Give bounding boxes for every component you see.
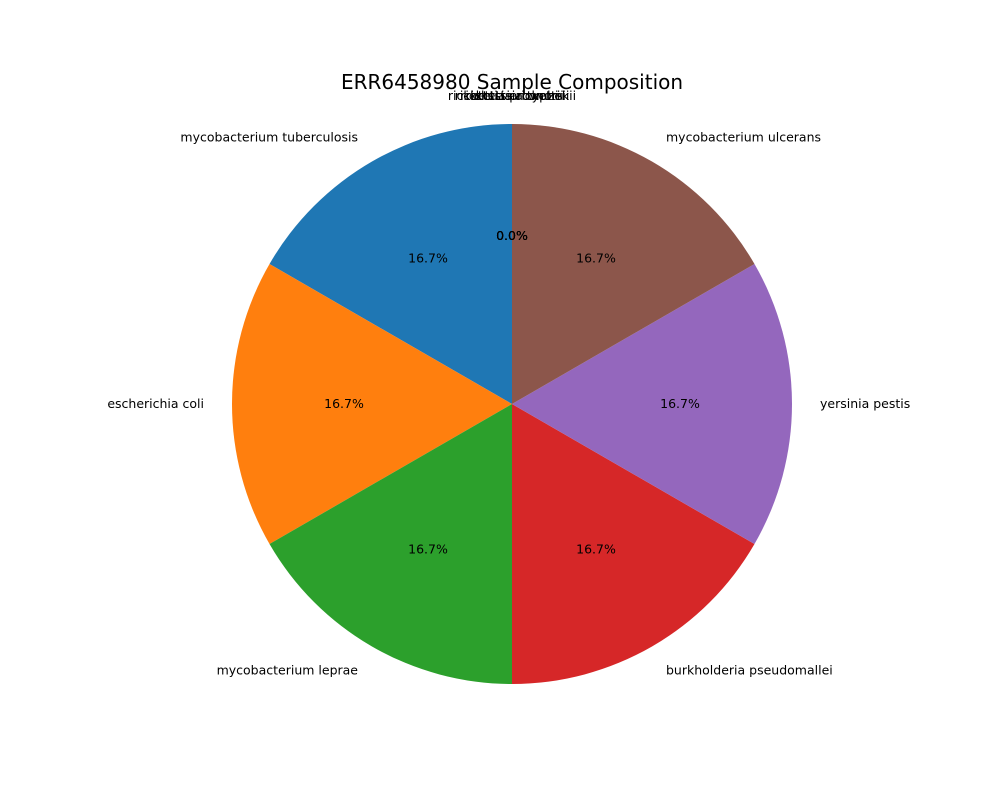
pie-slice-burkholderia-pseudomallei <box>512 404 755 684</box>
percent-label-rickettsia-conorii: 0.0% <box>496 228 528 243</box>
slice-label-rickettsia-prowazekii: rickettsia prowazekii <box>448 88 576 103</box>
pie-slice-mycobacterium-leprae <box>269 404 512 684</box>
pie-slice-escherichia-coli <box>231 264 512 544</box>
slice-label-rickettsia-conorii: rickettsia conorii <box>460 88 564 103</box>
percent-label-burkholderia-pseudomallei: 16.7% <box>576 541 616 556</box>
slice-label-burkholderia-pseudomallei: burkholderia pseudomallei <box>666 663 833 678</box>
percent-label-mycobacterium-ulcerans: 16.7% <box>576 251 616 266</box>
slice-label-mycobacterium-tuberculosis: mycobacterium tuberculosis <box>180 129 358 144</box>
percent-label-yersinia-pestis: 16.7% <box>660 396 700 411</box>
pie-slices <box>231 124 792 684</box>
percent-label-escherichia-coli: 16.7% <box>324 396 364 411</box>
chart-title: ERR6458980 Sample Composition <box>341 70 683 94</box>
percent-labels: 0.0%0.0%0.0%0.0%16.7%16.7%16.7% 16.7%16.7… <box>324 228 700 556</box>
percent-label-mycobacterium-leprae: 16.7% <box>408 541 448 556</box>
percent-label-rickettsia-typhi: 0.0% <box>496 228 528 243</box>
percent-label-rickettsia-prowazekii: 0.0% <box>496 228 528 243</box>
pie-slice-mycobacterium-tuberculosis <box>269 124 512 404</box>
slice-label-mycobacterium-leprae: mycobacterium leprae <box>217 663 359 678</box>
slice-label-rickettsia-rickettsii: rickettsia rickettsii <box>455 88 570 103</box>
slice-label-mycobacterium-ulcerans: mycobacterium ulcerans <box>666 129 821 144</box>
slice-label-yersinia-pestis: yersinia pestis <box>820 396 910 411</box>
slice-label-escherichia-coli: escherichia coli <box>107 396 204 411</box>
slice-label-rickettsia-typhi: rickettsia typhi <box>465 88 558 103</box>
percent-label-mycobacterium-tuberculosis: 16.7% <box>408 251 448 266</box>
pie-slice-yersinia-pestis <box>512 264 792 544</box>
percent-label-rickettsia-rickettsii: 0.0% <box>496 228 528 243</box>
pie-slice-mycobacterium-ulcerans <box>512 124 755 404</box>
